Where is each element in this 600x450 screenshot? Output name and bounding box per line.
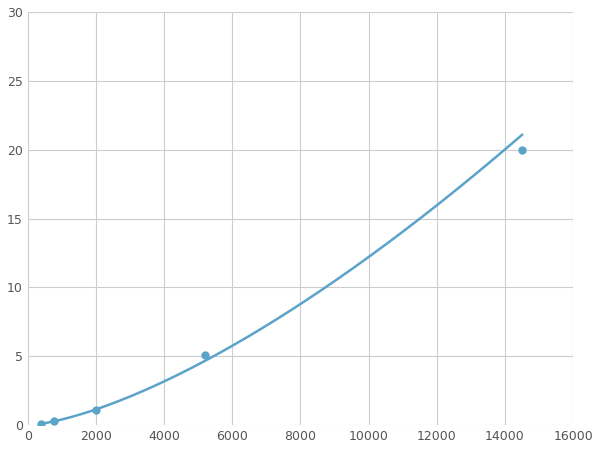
Point (36, 420, 46, 427)
Point (200, 351, 210, 359)
Point (49, 418, 59, 425)
Point (91, 406, 101, 414)
Point (517, 146, 527, 153)
